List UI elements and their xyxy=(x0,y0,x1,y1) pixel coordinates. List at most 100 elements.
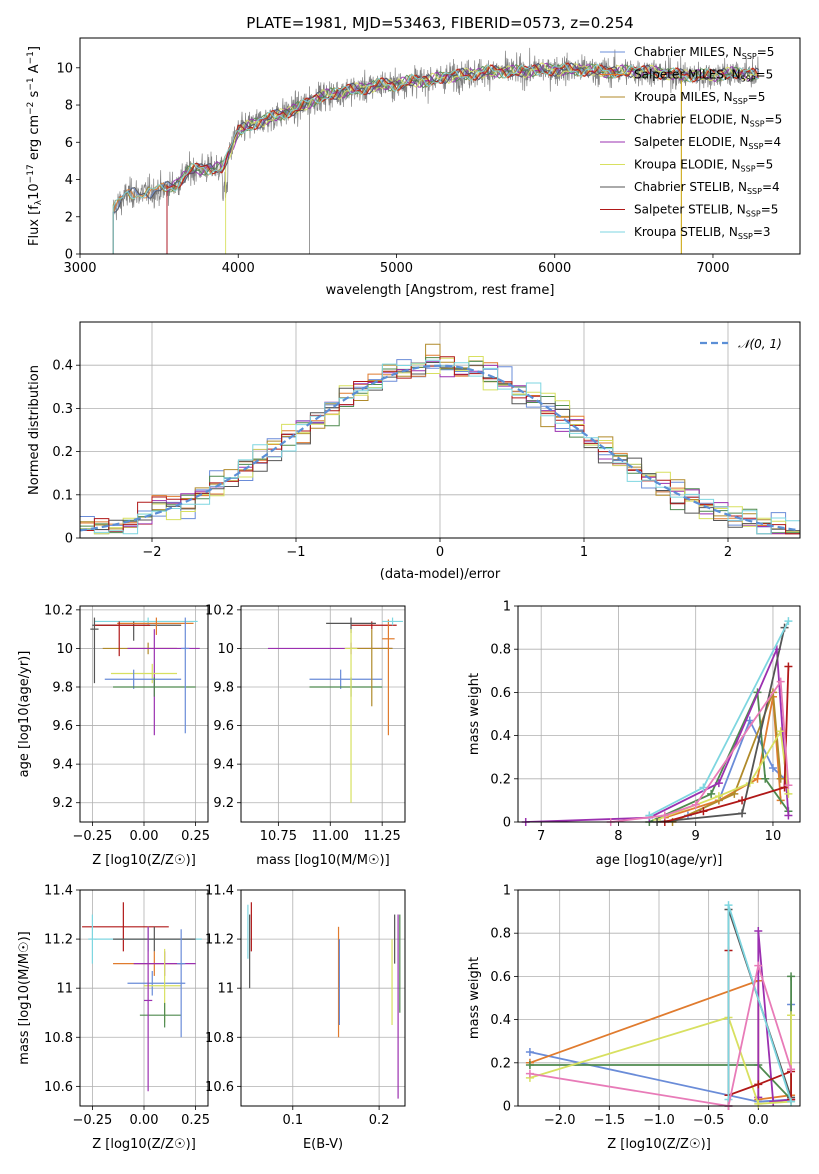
weight-point-marker xyxy=(730,789,739,798)
x-axis-label: Z [log10(Z/Z☉)] xyxy=(92,1137,196,1152)
y-tick-label: 0.1 xyxy=(52,488,73,503)
y-axis-label: age [log10(age/yr)] xyxy=(17,651,32,778)
axes-frame xyxy=(240,605,406,823)
y-tick-label: 0.8 xyxy=(490,643,511,658)
panel-residual-hist: −2 −1 0 1 2 0 0.1 0.2 0.3 0.4 𝒩(0, 1) (data-model)/… xyxy=(27,321,801,582)
x-tick-label: 7 xyxy=(537,829,545,844)
y-tick-label: 0.4 xyxy=(490,729,511,744)
x-tick-label: −0.25 xyxy=(72,1113,112,1128)
x-tick-label: −2.0 xyxy=(544,1113,576,1128)
weight-point-marker xyxy=(707,789,716,798)
y-tick-label: 0 xyxy=(503,816,511,831)
weight-point-marker xyxy=(525,1060,534,1069)
weight-point-marker xyxy=(776,774,785,783)
x-tick-label: 4000 xyxy=(222,261,255,276)
weight-point-marker xyxy=(754,1080,763,1089)
y-tick-label: 1 xyxy=(503,884,511,899)
y-tick-label: 10.2 xyxy=(44,603,73,618)
weight-point-marker xyxy=(699,807,708,816)
x-tick-label: 0.00 xyxy=(130,829,159,844)
y-tick-label: 11 xyxy=(217,982,234,997)
x-tick-label: −1.5 xyxy=(594,1113,626,1128)
weight-point-marker xyxy=(768,764,777,772)
weight-point-marker xyxy=(525,1048,534,1056)
y-tick-label: 11.2 xyxy=(205,933,234,948)
weight-point-marker xyxy=(787,1097,796,1106)
y-tick-label: 9.4 xyxy=(52,758,73,773)
x-tick-label: 11.00 xyxy=(312,829,349,844)
x-tick-label: 5000 xyxy=(380,261,413,276)
y-tick-label: 1 xyxy=(503,600,511,615)
y-tick-label: 0 xyxy=(65,532,73,547)
x-tick-label: 0.2 xyxy=(369,1113,390,1128)
x-tick-label: 10.75 xyxy=(260,829,297,844)
y-axis-label: mass weight xyxy=(467,957,482,1039)
panel-spectrum: 3000 4000 5000 6000 7000 0 2 4 6 8 10 Chabrier MILE… xyxy=(26,37,801,298)
y-tick-label: 0.2 xyxy=(52,445,73,460)
weight-point-marker xyxy=(738,809,747,818)
x-tick-label: 6000 xyxy=(538,261,571,276)
y-tick-label: 10.8 xyxy=(205,1031,234,1046)
x-tick-label: 0.0 xyxy=(748,1113,769,1128)
weight-point-marker xyxy=(699,783,708,792)
y-tick-label: 9.8 xyxy=(213,681,234,696)
y-axis-label: mass [log10(M/M☉)] xyxy=(17,931,32,1064)
x-tick-label: −0.25 xyxy=(72,829,112,844)
legend-entry-label: Salpeter ELODIE, NSSP=4 xyxy=(634,135,781,151)
panel-mass-vs-Z: −0.25 0.00 0.25 10.6 10.8 11 11.2 11.4 Z [log10(… xyxy=(17,884,210,1153)
y-tick-label: 0 xyxy=(503,1100,511,1115)
y-tick-label: 9.4 xyxy=(213,758,234,773)
y-tick-label: 10.8 xyxy=(44,1031,73,1046)
weight-point-marker xyxy=(691,800,700,809)
weight-point-marker xyxy=(776,727,785,736)
axes-frame xyxy=(79,321,801,539)
weight-point-marker xyxy=(776,677,785,686)
weight-point-marker xyxy=(787,972,796,981)
y-tick-label: 11.4 xyxy=(44,884,73,899)
y-axis-label: Normed distribution xyxy=(27,365,42,495)
legend-entry-label: Chabrier MILES, NSSP=5 xyxy=(634,45,774,61)
histogram-series xyxy=(80,343,800,535)
y-tick-label: 0.4 xyxy=(490,1013,511,1028)
weight-series-line xyxy=(757,930,792,1103)
axes-frame xyxy=(517,605,801,823)
x-tick-label: 2 xyxy=(724,545,732,560)
axes-frame xyxy=(517,889,801,1107)
x-tick-label: 0.1 xyxy=(282,1113,303,1128)
y-tick-label: 10.6 xyxy=(44,1080,73,1095)
gaussian-reference-curve xyxy=(79,364,801,532)
y-axis-label: Flux [fλ10−17 erg cm−2 s−1 A−1] xyxy=(26,46,44,246)
legend-entry-label: Kroupa MILES, NSSP=5 xyxy=(634,90,765,106)
weight-point-marker xyxy=(784,781,793,790)
legend-entry-label: Chabrier STELIB, NSSP=4 xyxy=(634,180,780,196)
x-tick-label: 8 xyxy=(614,829,622,844)
x-tick-label: 10 xyxy=(765,829,782,844)
axes-frame xyxy=(79,889,209,1107)
weight-point-marker xyxy=(787,1011,796,1020)
x-tick-label: 11.25 xyxy=(364,829,401,844)
y-tick-label: 0.4 xyxy=(52,359,73,374)
model-spectrum-line xyxy=(166,62,759,254)
y-tick-label: 10 xyxy=(56,61,73,76)
legend-entry-label: Chabrier ELODIE, NSSP=5 xyxy=(634,113,782,129)
y-tick-label: 0.8 xyxy=(490,927,511,942)
weight-series-line xyxy=(529,962,792,1106)
legend-entry-label: 𝒩(0, 1) xyxy=(738,337,782,351)
x-tick-label: 9 xyxy=(692,829,700,844)
y-tick-label: 10.2 xyxy=(205,603,234,618)
y-tick-label: 10.6 xyxy=(205,1080,234,1095)
weight-point-marker xyxy=(761,774,770,783)
y-tick-label: 0.6 xyxy=(490,686,511,701)
x-axis-label: age [log10(age/yr)] xyxy=(596,853,723,868)
x-axis-label: wavelength [Angstrom, rest frame] xyxy=(326,283,555,298)
panel-age-vs-mass: 10.75 11.00 11.25 9.2 9.4 9.6 9.8 10 10.2 mass [l… xyxy=(205,603,406,868)
y-tick-label: 6 xyxy=(65,136,73,151)
weight-point-marker xyxy=(787,1065,796,1074)
weight-point-marker xyxy=(784,617,793,626)
y-tick-label: 0.2 xyxy=(490,1056,511,1071)
weight-series-line xyxy=(727,904,792,1102)
y-tick-label: 9.8 xyxy=(52,681,73,696)
y-tick-label: 9.2 xyxy=(52,796,73,811)
weight-point-marker xyxy=(784,789,793,798)
